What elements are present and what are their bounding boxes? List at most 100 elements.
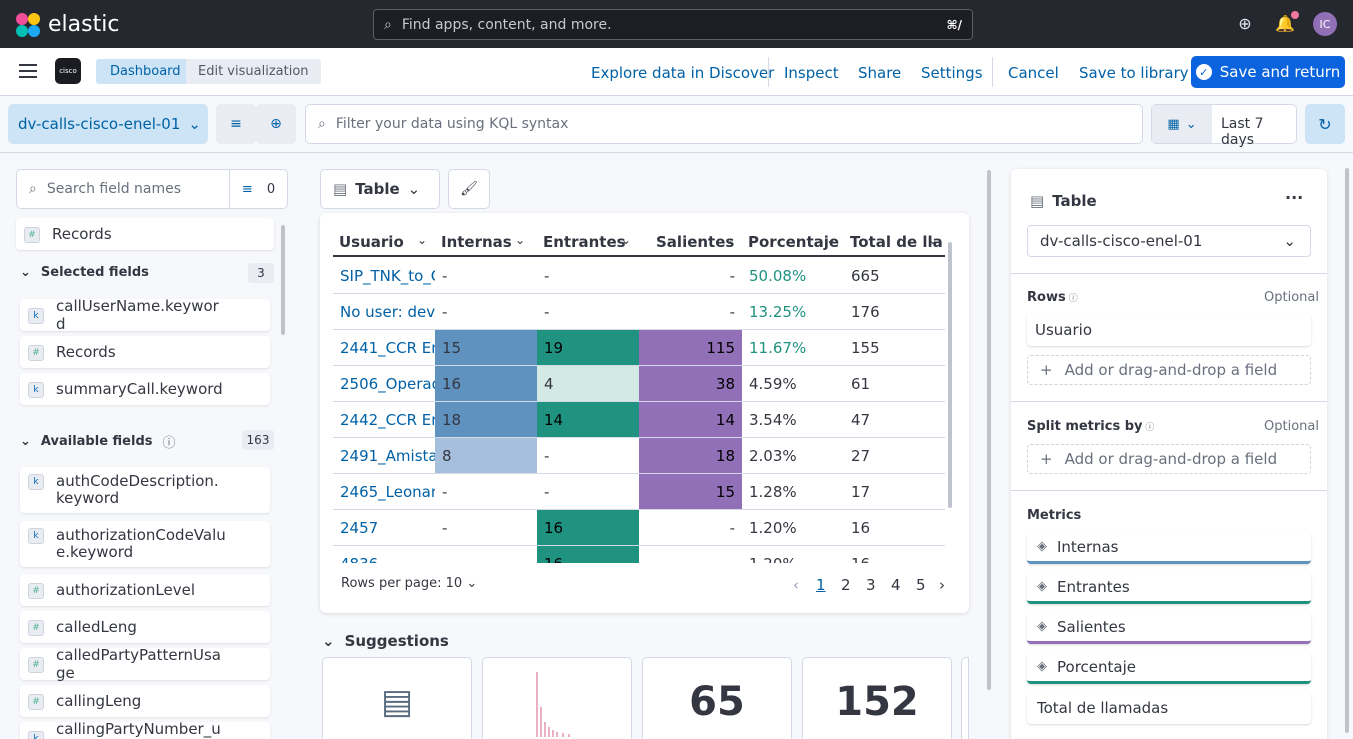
metric-4[interactable]: Total de llamadas: [1027, 692, 1311, 724]
page-3-button[interactable]: 3: [866, 576, 876, 594]
cell-usuario[interactable]: 4836: [333, 546, 435, 564]
cell-usuario[interactable]: No user: devi: [340, 302, 435, 321]
explore-discover-link[interactable]: Explore data in Discover: [591, 64, 775, 82]
field-item[interactable]: k authorizationCodeValue.keyword: [20, 521, 270, 567]
layer-data-view-select[interactable]: dv-calls-cisco-enel-01 ⌄: [1027, 225, 1311, 257]
suggestion-metric[interactable]: 152: [802, 657, 952, 739]
date-picker[interactable]: ▦ ⌄ Last 7 days: [1151, 104, 1297, 148]
cancel-link[interactable]: Cancel: [1008, 64, 1059, 82]
table-icon: ▤: [333, 180, 348, 198]
vis-type-label: Table: [355, 180, 400, 198]
date-range-label[interactable]: Last 7 days: [1221, 116, 1264, 148]
column-header-porcentaje[interactable]: Porcentaje ⌄: [748, 233, 839, 251]
column-header-internas[interactable]: Internas ⌄: [441, 233, 525, 251]
data-view-picker[interactable]: dv-calls-cisco-enel-01 ⌄: [8, 104, 208, 144]
field-item[interactable]: # authorizationLevel: [20, 574, 270, 606]
refresh-button[interactable]: ↻: [1305, 104, 1345, 144]
field-item[interactable]: # callingLeng: [20, 685, 270, 717]
field-item[interactable]: # Records: [16, 218, 274, 250]
save-and-return-button[interactable]: ✓ Save and return: [1191, 56, 1345, 88]
rows-add-field[interactable]: + Add or drag-and-drop a field: [1027, 355, 1311, 385]
field-item[interactable]: # calledLeng: [20, 611, 270, 643]
menu-icon[interactable]: [19, 64, 37, 78]
cell-internas: -: [442, 482, 448, 501]
column-label: Total de lla: [850, 233, 943, 251]
cell-porcentaje: 13.25%: [749, 302, 807, 321]
cell-salientes: -: [729, 302, 735, 321]
kql-input[interactable]: ⌕ Filter your data using KQL syntax: [305, 104, 1143, 144]
field-item[interactable]: k authCodeDescription.keyword: [20, 467, 270, 513]
cell-total: 17: [851, 482, 871, 501]
vis-type-switcher[interactable]: ▤ Table ⌄: [320, 169, 440, 209]
split-label-text: Split metrics by: [1027, 419, 1143, 434]
avatar[interactable]: IC: [1313, 12, 1337, 36]
cell-usuario[interactable]: 2491_Amista: [340, 446, 435, 465]
cell-usuario[interactable]: 2506_Operad: [340, 374, 435, 393]
rows-field-usuario[interactable]: Usuario: [1027, 314, 1311, 346]
metric-3[interactable]: ◈ Porcentaje: [1027, 652, 1311, 684]
style-button[interactable]: 🖌: [448, 169, 490, 209]
workspace-scrollbar[interactable]: [987, 170, 991, 690]
field-name: callUserName.keyword: [56, 297, 219, 333]
next-page-icon[interactable]: ›: [939, 576, 945, 594]
notification-icon[interactable]: 🔔: [1275, 14, 1295, 33]
cell-usuario[interactable]: 2457: [340, 518, 379, 537]
page-1-button[interactable]: 1: [816, 576, 826, 594]
suggestion-bar-chart[interactable]: [482, 657, 632, 739]
field-item[interactable]: k callUserName.keyword: [20, 297, 270, 333]
save-library-link[interactable]: Save to library: [1079, 64, 1189, 82]
info-icon: ⓘ: [162, 436, 176, 451]
column-header-usuario[interactable]: Usuario ⌄: [339, 233, 427, 251]
cell-total: 155: [851, 338, 880, 357]
cell-usuario[interactable]: SIP_TNK_to_C: [340, 266, 435, 285]
suggestions-header[interactable]: ⌄ Suggestions: [322, 632, 449, 650]
page-2-button[interactable]: 2: [841, 576, 851, 594]
settings-link[interactable]: Settings: [921, 64, 983, 82]
palette-icon: ◈: [1037, 579, 1047, 594]
table-scrollbar[interactable]: [948, 242, 952, 508]
more-options-icon[interactable]: ···: [1285, 188, 1304, 207]
scrollbar[interactable]: [281, 225, 285, 335]
cell-internas: -: [442, 302, 448, 321]
cell-usuario[interactable]: 2441_CCR En: [340, 338, 435, 357]
rows-per-page[interactable]: Rows per page: 10 ⌄: [341, 576, 477, 591]
suggestion-card-partial[interactable]: [961, 657, 969, 739]
quick-menu-button[interactable]: ▦ ⌄: [1152, 105, 1212, 143]
space-avatar-icon[interactable]: cisco: [55, 58, 81, 84]
global-search[interactable]: ⌕ Find apps, content, and more. ⌘/: [373, 9, 973, 40]
prev-page-icon[interactable]: ‹: [793, 576, 799, 594]
column-header-entrantes[interactable]: Entrantes ⌄: [543, 233, 631, 251]
column-header-salientes[interactable]: Salientes ⌄: [656, 233, 734, 251]
field-item[interactable]: k summaryCall.keyword: [20, 373, 270, 405]
add-filter-button[interactable]: ⊕: [256, 104, 296, 144]
filter-menu-button[interactable]: ≡: [216, 104, 256, 144]
metric-1[interactable]: ◈ Entrantes: [1027, 572, 1311, 604]
breadcrumb-dashboard[interactable]: Dashboard: [96, 59, 195, 84]
cell-entrantes: 4: [537, 366, 639, 401]
page-5-button[interactable]: 5: [916, 576, 926, 594]
cell-usuario[interactable]: 2465_Leonar: [340, 482, 435, 501]
split-optional: Optional: [1264, 419, 1319, 434]
field-filter-button[interactable]: ≡ 0: [229, 170, 287, 208]
divider: [1011, 273, 1327, 274]
page-4-button[interactable]: 4: [891, 576, 901, 594]
field-item[interactable]: k callingPartyNumber_uri.k: [20, 720, 270, 739]
share-link[interactable]: Share: [858, 64, 902, 82]
field-item[interactable]: # calledPartyPatternUsage: [20, 646, 270, 682]
selected-fields-header[interactable]: ⌄ Selected fields: [20, 265, 149, 280]
cell-usuario[interactable]: 2442_CCR Er: [340, 410, 435, 429]
available-fields-header[interactable]: ⌄ Available fields ⓘ: [20, 432, 176, 451]
metric-2[interactable]: ◈ Salientes: [1027, 612, 1311, 644]
column-header-total[interactable]: Total de lla ⌄: [850, 233, 943, 251]
elastic-logo[interactable]: elastic: [16, 12, 119, 37]
suggestion-table[interactable]: ▤: [322, 657, 472, 739]
suggestion-metric[interactable]: 65: [642, 657, 792, 739]
suggestions-title: Suggestions: [344, 632, 449, 650]
help-icon[interactable]: ⊕: [1238, 14, 1252, 33]
config-scrollbar[interactable]: [1345, 168, 1349, 733]
field-search-input[interactable]: ⌕ Search field names ≡ 0: [16, 169, 288, 209]
inspect-link[interactable]: Inspect: [784, 64, 839, 82]
metric-0[interactable]: ◈ Internas: [1027, 532, 1311, 564]
split-add-field[interactable]: + Add or drag-and-drop a field: [1027, 444, 1311, 474]
field-item[interactable]: # Records: [20, 336, 270, 368]
